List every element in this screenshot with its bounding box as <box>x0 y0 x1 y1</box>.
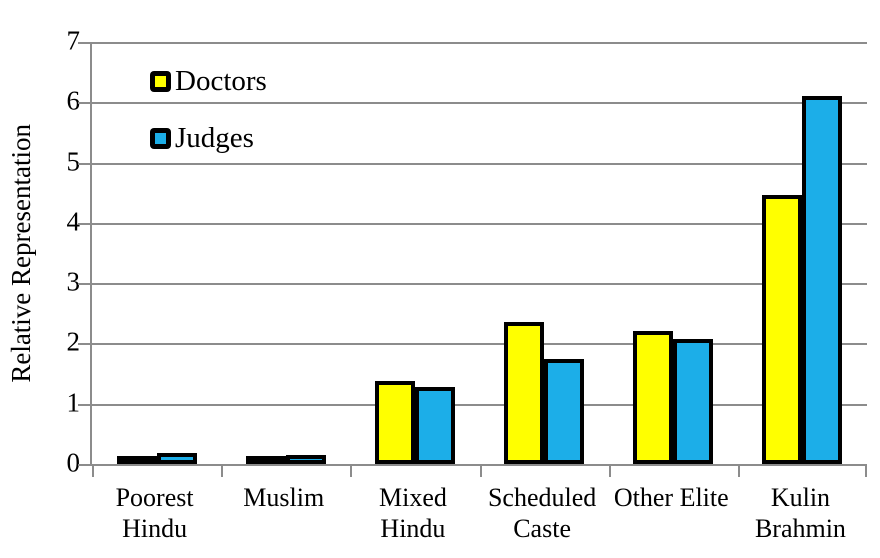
y-tick-mark-1 <box>78 403 90 406</box>
gridline-y-3 <box>92 283 867 286</box>
y-tick-label-0: 0 <box>66 447 81 478</box>
y-tick-mark-7 <box>78 42 90 44</box>
x-category-label-line: Mixed <box>378 483 447 512</box>
bar-judges-muslim <box>285 454 326 464</box>
y-tick-label-4: 4 <box>66 206 81 237</box>
y-tick-label-2: 2 <box>66 326 81 357</box>
bar-judges-other-elite <box>673 339 714 464</box>
y-tick-mark-4 <box>78 222 90 225</box>
gridline-y-2 <box>92 343 867 346</box>
x-tick-mark-1 <box>221 466 223 477</box>
x-category-label-line: Muslim <box>243 483 325 512</box>
y-tick-mark-0 <box>78 464 90 466</box>
y-tick-label-1: 1 <box>66 387 81 418</box>
x-category-label-mixed-hindu: Mixed Hindu <box>348 482 477 544</box>
x-tick-mark-6 <box>865 466 867 477</box>
x-category-label-poorest-hindu: Poorest Hindu <box>90 482 219 544</box>
x-category-label-line: Other Elite <box>613 483 729 512</box>
x-category-label-kulin-brahmin: Kulin Brahmin <box>736 482 865 544</box>
x-category-label-line: Scheduled <box>487 483 597 512</box>
y-tick-mark-6 <box>78 102 90 105</box>
x-tick-mark-2 <box>350 466 352 477</box>
x-tick-mark-0 <box>92 466 94 477</box>
x-category-label-other-elite: Other Elite <box>607 482 736 544</box>
y-tick-labels: 0 1 2 3 4 5 6 7 <box>38 27 81 476</box>
legend-key-judges-fill <box>155 132 166 144</box>
legend-item-judges: Judges <box>150 121 267 155</box>
x-category-label-scheduled-caste: Scheduled Caste <box>478 482 607 544</box>
y-tick-mark-5 <box>78 162 90 165</box>
x-category-label-line: Kulin <box>770 483 831 512</box>
bar-judges-kulin-brahmin <box>802 96 843 464</box>
legend-label-doctors: Doctors <box>175 64 267 97</box>
bar-doctors-muslim <box>245 456 286 464</box>
x-category-label-muslim: Muslim <box>219 482 348 544</box>
x-tick-mark-4 <box>609 466 611 477</box>
y-axis-title: Relative Representation <box>5 123 36 383</box>
x-category-label-line: Hindu <box>122 514 188 543</box>
legend-item-doctors: Doctors <box>150 64 267 98</box>
bar-doctors-other-elite <box>633 330 674 464</box>
legend-label-judges: Judges <box>175 121 254 154</box>
x-category-label-line: Poorest <box>115 483 194 512</box>
x-category-labels: Poorest Hindu Muslim Mixed Hindu Scheduled Cas… <box>90 482 865 544</box>
bar-doctors-poorest-hindu <box>116 456 157 464</box>
bar-doctors-scheduled-caste <box>504 321 545 464</box>
x-category-label-line: Hindu <box>380 514 446 543</box>
x-tick-mark-3 <box>480 466 482 477</box>
gridline-y-4 <box>92 222 867 225</box>
plot-area: Doctors Judges <box>78 42 867 477</box>
y-tick-label-6: 6 <box>66 85 81 116</box>
bar-judges-poorest-hindu <box>156 452 197 464</box>
y-tick-mark-3 <box>78 283 90 286</box>
legend-key-doctors-icon <box>150 70 171 92</box>
x-category-label-line: Caste <box>513 514 571 543</box>
y-tick-mark-2 <box>78 343 90 346</box>
legend-key-doctors-fill <box>155 75 166 87</box>
bar-doctors-kulin-brahmin <box>762 195 803 464</box>
legend-key-judges-icon <box>150 127 171 149</box>
y-tick-label-5: 5 <box>66 145 81 176</box>
gridline-y-1 <box>92 403 867 406</box>
bar-doctors-mixed-hindu <box>374 380 415 464</box>
y-tick-label-3: 3 <box>66 266 81 297</box>
gridline-y-7 <box>92 42 867 44</box>
legend: Doctors Judges <box>150 64 267 178</box>
gridline-y-6 <box>92 102 867 105</box>
x-tick-mark-5 <box>738 466 740 477</box>
bar-judges-mixed-hindu <box>414 387 455 464</box>
x-category-label-line: Brahmin <box>754 514 846 543</box>
y-tick-label-7: 7 <box>66 25 81 56</box>
bar-judges-scheduled-caste <box>544 358 585 464</box>
y-axis-title-wrap: Relative Representation <box>0 42 42 464</box>
gridline-y-5 <box>92 162 867 165</box>
